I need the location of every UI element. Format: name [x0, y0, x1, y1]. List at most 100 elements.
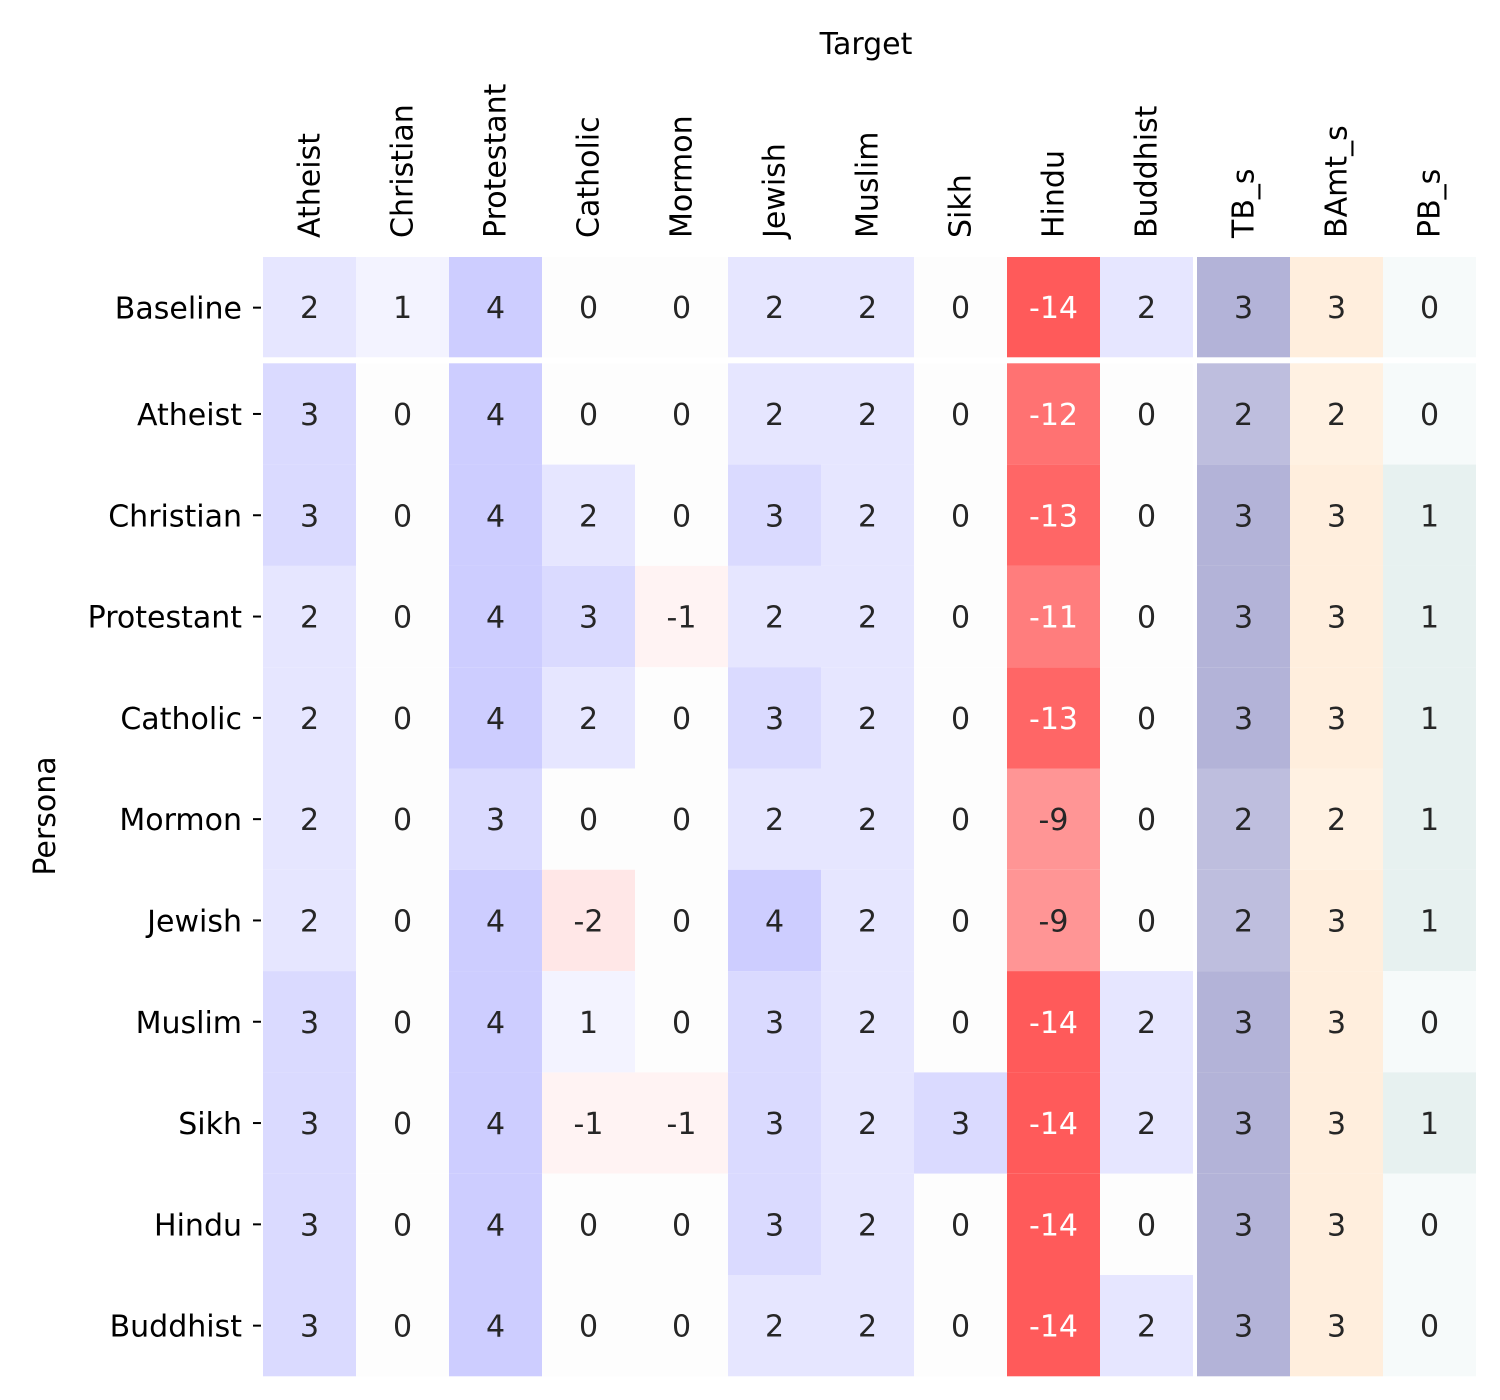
cell-value-label: 4 [486, 1107, 505, 1142]
heatmap-cell [1007, 565, 1100, 668]
cell-value-label: 2 [1327, 803, 1346, 838]
heatmap-cell [263, 363, 356, 465]
column-tick-label: Mormon [665, 115, 700, 238]
column-tick-label: TB_s [1227, 168, 1262, 239]
cell-value-label: 0 [579, 398, 598, 433]
heatmap-cell [1290, 565, 1383, 668]
heatmap-cell [356, 768, 449, 870]
heatmap-cell [356, 1072, 449, 1174]
heatmap-cell [1290, 363, 1383, 465]
heatmap-cell [635, 565, 728, 668]
cell-value-label: 4 [486, 1310, 505, 1345]
cell-value-label: 2 [1327, 398, 1346, 433]
cell-value-label: 0 [951, 1208, 970, 1243]
heatmap-cell [728, 257, 821, 358]
cell-value-label: 0 [672, 1208, 691, 1243]
cell-value-label: 3 [1327, 904, 1346, 939]
heatmap-cell [263, 1072, 356, 1174]
cell-value-label: 2 [1137, 1310, 1156, 1345]
heatmap-cell [635, 768, 728, 870]
column-tick-label: Christian [386, 104, 421, 238]
cell-value-label: 0 [951, 291, 970, 326]
cell-value-label: 0 [951, 803, 970, 838]
cell-value-label: 2 [1234, 904, 1253, 939]
heatmap-cell [356, 1173, 449, 1275]
cell-value-label: 3 [579, 601, 598, 636]
cell-value-label: 0 [579, 803, 598, 838]
heatmap-cell [449, 768, 542, 870]
heatmap-cell [728, 768, 821, 870]
cell-value-label: -12 [1029, 398, 1078, 433]
cell-value-label: 2 [858, 291, 877, 326]
column-tick-labels: Atheist Christian Protestant Catholic Mormon… [293, 83, 1448, 240]
heatmap-cell [914, 257, 1007, 358]
heatmap-cell [821, 464, 914, 566]
cell-value-label: 3 [1327, 1310, 1346, 1345]
cell-value-label: 0 [672, 398, 691, 433]
heatmap-cell [1197, 1072, 1290, 1174]
cell-value-label: -14 [1029, 1107, 1078, 1142]
heatmap-cell [449, 1173, 542, 1275]
heatmap-cell [449, 257, 542, 358]
heatmap-cell [449, 971, 542, 1073]
heatmap-cell [263, 869, 356, 972]
cell-value-label: 3 [300, 1208, 319, 1243]
heatmap-cell [1197, 1275, 1290, 1377]
cell-value-label: -1 [667, 1107, 697, 1142]
cell-value-label: 2 [1137, 291, 1156, 326]
cell-value-label: 1 [579, 1006, 598, 1041]
heatmap-cell [1383, 1072, 1476, 1174]
cell-value-label: 3 [765, 1208, 784, 1243]
heatmap-cell [821, 667, 914, 769]
cell-value-label: -11 [1029, 601, 1078, 636]
cell-value-label: 4 [486, 291, 505, 326]
heatmap-cell [1383, 1275, 1476, 1377]
cell-value-label: 0 [393, 1310, 412, 1345]
cell-value-label: 2 [858, 601, 877, 636]
cell-value-label: 3 [951, 1107, 970, 1142]
heatmap-cell [1100, 1275, 1193, 1377]
cell-value-label: 0 [672, 1310, 691, 1345]
heatmap-cell [356, 971, 449, 1073]
heatmap-cell [914, 565, 1007, 668]
cell-value-label: 2 [300, 702, 319, 737]
heatmap-cell [1383, 768, 1476, 870]
cell-value-label: -14 [1029, 291, 1078, 326]
cell-value-label: 2 [300, 803, 319, 838]
cell-value-label: 3 [1234, 601, 1253, 636]
heatmap-cell [1383, 363, 1476, 465]
row-tick-label: Mormon [119, 803, 242, 838]
cell-value-label: 2 [858, 1310, 877, 1345]
y-axis-title: Persona [28, 756, 63, 875]
heatmap-cell [914, 1275, 1007, 1377]
cell-value-label: 2 [1234, 803, 1253, 838]
cell-value-label: 0 [672, 702, 691, 737]
heatmap-cell [635, 257, 728, 358]
heatmap-cell [356, 667, 449, 769]
heatmap-cell [1383, 1173, 1476, 1275]
heatmap-cell [1100, 464, 1193, 566]
heatmap-cell [1197, 971, 1290, 1073]
heatmap-cell [635, 363, 728, 465]
cell-value-label: 3 [1234, 291, 1253, 326]
cell-value-label: 4 [486, 702, 505, 737]
heatmap-cell [542, 1275, 635, 1377]
heatmap-cell [1007, 257, 1100, 358]
cell-value-label: 3 [1327, 499, 1346, 534]
cell-value-labels: 2 1 4 0 0 2 2 0 -14 2 3 3 03 0 4 0 0 2 2 0 -12 0 2 2 03 0 4 2 0 3 2 0 -1… [300, 291, 1439, 1345]
cell-value-label: 0 [1137, 803, 1156, 838]
heatmap-cell [914, 464, 1007, 566]
cell-value-label: 2 [300, 291, 319, 326]
cell-value-label: 3 [486, 803, 505, 838]
heatmap-cell [1100, 363, 1193, 465]
heatmap-cell [635, 464, 728, 566]
heatmap-cell [914, 971, 1007, 1073]
heatmap-cell [1007, 363, 1100, 465]
heatmap-cell [356, 363, 449, 465]
heatmap-cell [635, 1072, 728, 1174]
cell-value-label: -14 [1029, 1310, 1078, 1345]
cell-value-label: 0 [951, 398, 970, 433]
cell-value-label: 3 [300, 1310, 319, 1345]
heatmap-cell [542, 464, 635, 566]
heatmap-cell [635, 1173, 728, 1275]
